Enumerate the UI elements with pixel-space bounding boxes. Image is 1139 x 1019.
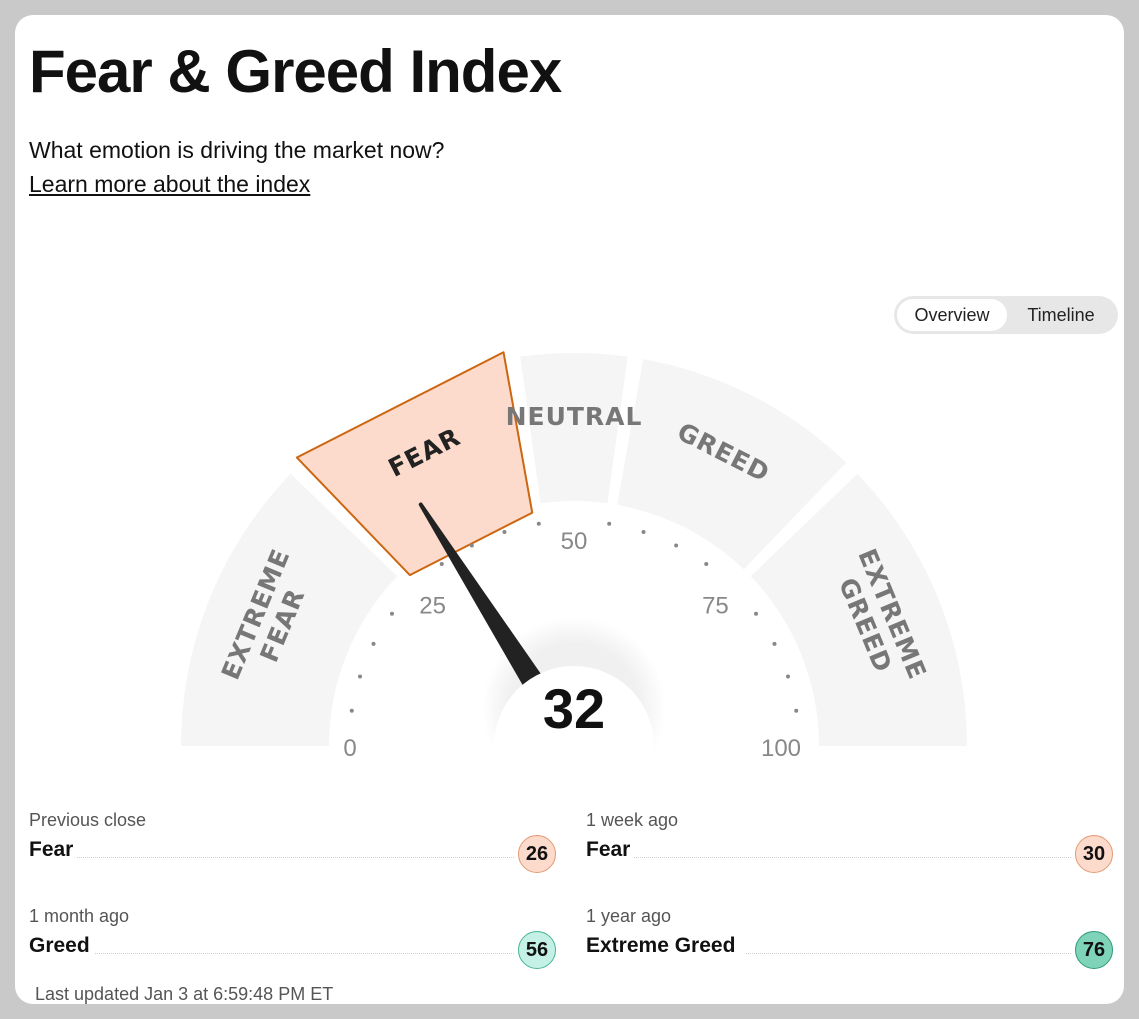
history-rating: Extreme Greed — [586, 934, 736, 957]
timeline-tab[interactable]: Timeline — [1027, 305, 1095, 325]
history-rating: Fear — [29, 838, 74, 861]
scale-label-25: 25 — [419, 593, 446, 620]
zone-label-neutral: NEUTRAL — [506, 402, 643, 431]
history-1-week: 1 week ago Fear 30 — [586, 810, 1113, 880]
scale-label-50: 50 — [561, 528, 588, 555]
tick-dot — [607, 521, 612, 526]
history-score-badge: 30 — [1075, 835, 1113, 873]
scale-label-100: 100 — [761, 735, 801, 762]
tick-dot — [704, 561, 709, 566]
history-rating: Greed — [29, 934, 90, 957]
tick-dot — [371, 641, 376, 646]
tick-dot — [674, 543, 679, 548]
dotted-leader — [746, 953, 1071, 954]
tick-dot — [641, 530, 646, 535]
history-score-badge: 26 — [518, 835, 556, 873]
history-1-year: 1 year ago Extreme Greed 76 — [586, 906, 1113, 976]
zone-segment-fear — [295, 351, 534, 577]
history-rating: Fear — [586, 838, 631, 861]
page-title: Fear & Greed Index — [29, 38, 562, 105]
history-label: 1 month ago — [29, 906, 130, 926]
dotted-leader — [77, 857, 514, 858]
zone-segment-extreme-greed — [750, 473, 967, 746]
history-label: 1 year ago — [586, 906, 672, 926]
history-1-month: 1 month ago Greed 56 — [29, 906, 556, 976]
learn-more-link[interactable]: Learn more about the index — [29, 171, 311, 197]
history-label: Previous close — [29, 810, 147, 830]
view-toggle: Overview Timeline — [894, 296, 1118, 334]
score-value: 32 — [543, 677, 605, 740]
dotted-leader — [634, 857, 1071, 858]
tick-dot — [754, 611, 759, 616]
gauge: EXTREMEFEARFEARNEUTRALGREEDEXTREMEGREED … — [181, 351, 967, 775]
fear-greed-card: Fear & Greed Index What emotion is drivi… — [15, 15, 1124, 1004]
tick-dot — [772, 641, 777, 646]
scale-label-75: 75 — [702, 593, 729, 620]
zone-segment-neutral — [520, 353, 628, 504]
scale-label-0: 0 — [343, 735, 356, 762]
score-hub — [494, 666, 654, 775]
subtitle: What emotion is driving the market now? — [29, 137, 445, 163]
tick-dot — [439, 561, 444, 566]
tick-dot — [536, 521, 541, 526]
tick-dot — [389, 611, 394, 616]
zone-segment-extreme-fear — [181, 473, 398, 746]
dotted-leader — [95, 953, 514, 954]
tick-dot — [794, 708, 799, 713]
history-score-badge: 56 — [518, 931, 556, 969]
tick-dot — [349, 708, 354, 713]
history-score-badge: 76 — [1075, 931, 1113, 969]
tick-dot — [469, 543, 474, 548]
tick-dot — [358, 674, 363, 679]
tick-dot — [502, 530, 507, 535]
zone-segment-greed — [617, 359, 847, 570]
history-label: 1 week ago — [586, 810, 679, 830]
tick-dot — [785, 674, 790, 679]
history-previous-close: Previous close Fear 26 — [29, 810, 556, 880]
overview-tab[interactable]: Overview — [897, 299, 1007, 331]
last-updated: Last updated Jan 3 at 6:59:48 PM ET — [35, 984, 334, 1004]
